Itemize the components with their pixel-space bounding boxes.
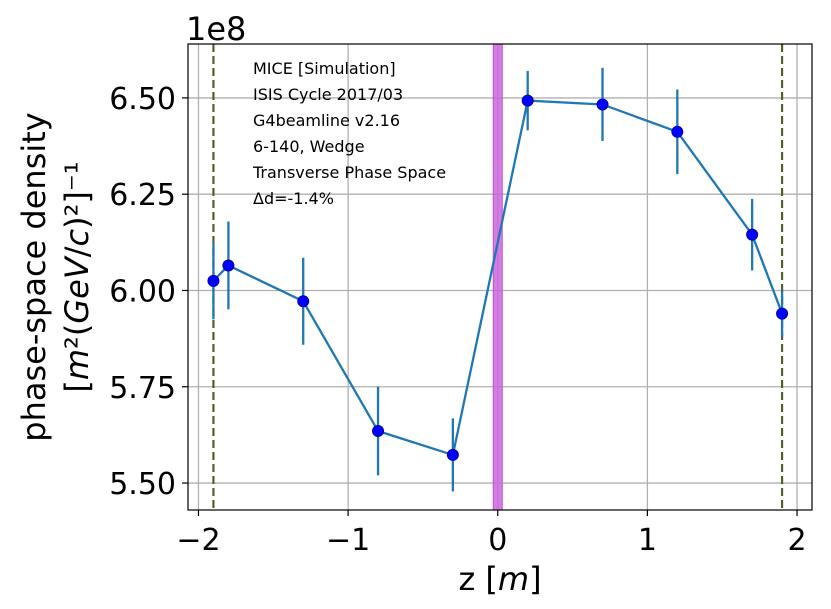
data-point	[671, 125, 684, 138]
y-tick-label: 5.75	[109, 371, 176, 406]
annotation-line: ISIS Cycle 2017/03	[253, 85, 403, 104]
y-offset-text: 1e8	[186, 10, 246, 48]
data-point	[222, 259, 235, 272]
plot-frame	[187, 43, 813, 511]
annotation-line: Transverse Phase Space	[252, 163, 446, 182]
annotation-line: G4beamline v2.16	[253, 111, 400, 130]
y-tick-label: 6.00	[109, 274, 176, 309]
data-point	[776, 307, 789, 320]
y-axis-title: phase-space density [m²(GeV/c)²]⁻¹	[15, 112, 96, 441]
data-point	[596, 98, 609, 111]
x-tick-label: 2	[787, 523, 806, 558]
y-tick-label: 5.50	[109, 467, 176, 502]
annotation-line: Δd=-1.4%	[253, 189, 334, 208]
data-point	[521, 94, 534, 107]
highlight-band-layer	[492, 43, 503, 511]
annotation-line: MICE [Simulation]	[253, 59, 396, 78]
x-tick-label: −2	[176, 523, 220, 558]
y-tick-label: 6.25	[109, 178, 176, 213]
y-axis-title-line2: [m²(GeV/c)²]⁻¹	[58, 161, 96, 392]
series-layer	[207, 67, 789, 492]
data-point	[297, 295, 310, 308]
data-point	[446, 448, 459, 461]
tick-layer: −2 −1 0 1 2 5.50 5.75 6.00 6.25 6.50	[109, 82, 806, 558]
x-axis-title: z [m]	[458, 560, 541, 598]
data-point	[207, 274, 220, 287]
series-line	[212, 99, 784, 457]
annotation-block: MICE [Simulation] ISIS Cycle 2017/03 G4bea…	[252, 59, 446, 208]
y-tick-label: 6.50	[109, 82, 176, 117]
y-axis-title-line1: phase-space density	[15, 112, 53, 441]
data-point	[746, 228, 759, 241]
data-point	[372, 425, 385, 438]
target-band	[492, 43, 503, 511]
annotation-line: 6-140, Wedge	[253, 137, 365, 156]
x-tick-label: 1	[638, 523, 657, 558]
x-tick-label: 0	[488, 523, 507, 558]
x-tick-label: −1	[326, 523, 370, 558]
